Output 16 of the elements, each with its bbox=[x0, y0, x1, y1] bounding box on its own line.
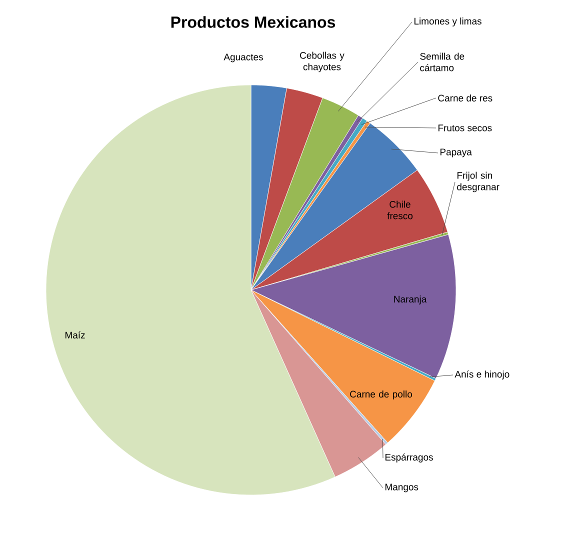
slice-label: Naranja bbox=[394, 296, 427, 304]
slice-label: Aguactes bbox=[224, 54, 263, 62]
slice-label: Mangos bbox=[385, 484, 418, 492]
slice-label: Limones y limas bbox=[414, 18, 482, 26]
slice-label: Carne de pollo bbox=[350, 390, 412, 400]
slice-label: Carne de res bbox=[438, 94, 492, 102]
slice-label: Papaya bbox=[440, 148, 472, 158]
slice-label: Maíz bbox=[65, 331, 85, 339]
slice-label: Frutos secos bbox=[438, 124, 492, 132]
chart-title: Productos Mexicanos bbox=[171, 16, 336, 28]
slice-label: Frijol sin desgranar bbox=[457, 172, 500, 192]
slice-label: Espárragos bbox=[385, 453, 433, 462]
slice-label: Cebollas y chayotes bbox=[300, 52, 344, 72]
slice-label: Anís e hinojo bbox=[454, 370, 510, 380]
slice-label: Semilla de cártamo bbox=[420, 52, 464, 72]
slice-label: Chile fresco bbox=[387, 200, 413, 220]
